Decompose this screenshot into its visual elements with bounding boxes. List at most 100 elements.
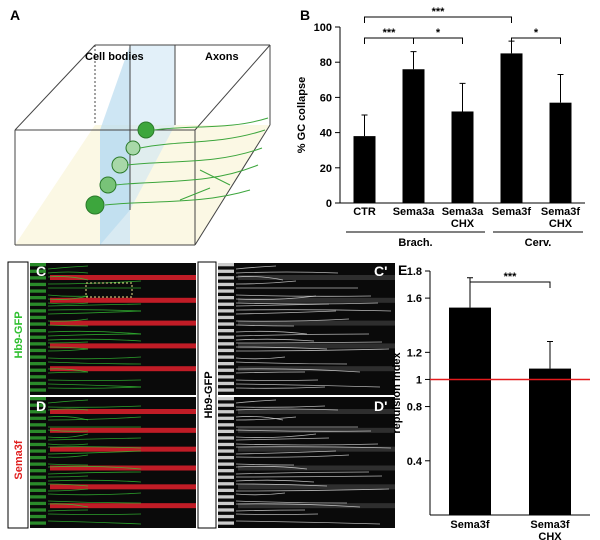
channel (50, 343, 196, 349)
significance-bracket (469, 281, 551, 288)
comb (218, 475, 234, 479)
comb (30, 429, 46, 434)
comb (218, 482, 234, 486)
axon (47, 488, 89, 492)
axon (235, 271, 339, 274)
axon (235, 333, 370, 337)
axon (47, 492, 142, 496)
x-tick-label: CTR (353, 206, 376, 218)
axon (47, 429, 89, 432)
panel-label: C' (374, 263, 387, 279)
comb (218, 335, 234, 339)
x-tick-label: Sema3f CHX (530, 519, 570, 540)
comb (218, 362, 234, 366)
comb (30, 368, 46, 372)
bar (549, 102, 572, 203)
axon (235, 302, 379, 305)
axon (235, 280, 297, 285)
axon (47, 405, 142, 408)
axon (47, 386, 142, 389)
x-tick-label: Sema3f (491, 206, 532, 218)
axon (235, 295, 317, 300)
comb (30, 269, 46, 273)
axon (235, 513, 319, 515)
comb (218, 329, 234, 333)
comb (218, 455, 234, 460)
channel (50, 446, 196, 452)
channel (238, 366, 395, 372)
stain-label: Hb9-GFP (203, 371, 215, 418)
axon (47, 324, 89, 327)
axon (47, 348, 89, 352)
micrograph (218, 263, 395, 395)
axon (235, 433, 317, 438)
axon (235, 371, 306, 374)
axon (47, 433, 89, 438)
axon (47, 483, 89, 487)
axon (235, 356, 286, 360)
y-tick-label: 1.6 (407, 293, 422, 305)
axon (235, 416, 284, 421)
comb (30, 375, 46, 379)
group-label: Brach. (398, 237, 432, 249)
bar (529, 368, 571, 515)
axon (47, 463, 89, 466)
comb (218, 342, 234, 346)
axon (235, 454, 350, 458)
x-tick-label: Sema3f CHX (540, 206, 581, 230)
micrographs (30, 263, 395, 528)
axon (47, 416, 142, 421)
comb (30, 296, 46, 300)
axon (47, 356, 142, 360)
channel (50, 297, 196, 303)
axon (47, 443, 89, 446)
axon (235, 475, 383, 478)
axon (47, 302, 89, 305)
panel-label: D' (374, 398, 387, 414)
significance-label: *** (383, 27, 397, 39)
comb (218, 410, 234, 414)
panel-label: E (398, 262, 407, 278)
channel (50, 366, 196, 372)
axon (235, 416, 297, 421)
axon (235, 276, 284, 281)
comb (30, 315, 46, 320)
axon (235, 379, 319, 381)
axon (235, 503, 361, 508)
y-axis-label: % GC collapse (296, 77, 308, 153)
axon (235, 500, 348, 504)
axon (235, 361, 348, 365)
axon (47, 368, 89, 373)
bar (402, 69, 425, 204)
significance-bracket (413, 37, 463, 44)
axon (235, 492, 286, 496)
axon (47, 303, 142, 307)
axon (235, 341, 383, 344)
bar (451, 111, 474, 203)
comb (218, 263, 234, 267)
comb (218, 302, 234, 306)
comb (30, 521, 46, 525)
channel (238, 320, 395, 326)
comb (218, 322, 234, 326)
channel (238, 297, 395, 303)
axon (235, 383, 381, 388)
axon (235, 450, 337, 455)
channel (238, 503, 395, 509)
bar (500, 53, 523, 204)
channel (238, 465, 395, 471)
comb (30, 263, 46, 267)
panel-label: B (300, 7, 310, 23)
axon (235, 318, 350, 322)
comb (30, 342, 46, 346)
axon (47, 309, 142, 312)
axon (47, 509, 89, 512)
comb (218, 449, 234, 453)
axon (235, 310, 337, 315)
comb (218, 508, 234, 512)
axon (47, 294, 89, 297)
y-axis-label: repulsion index (391, 351, 403, 433)
comb (218, 348, 234, 353)
